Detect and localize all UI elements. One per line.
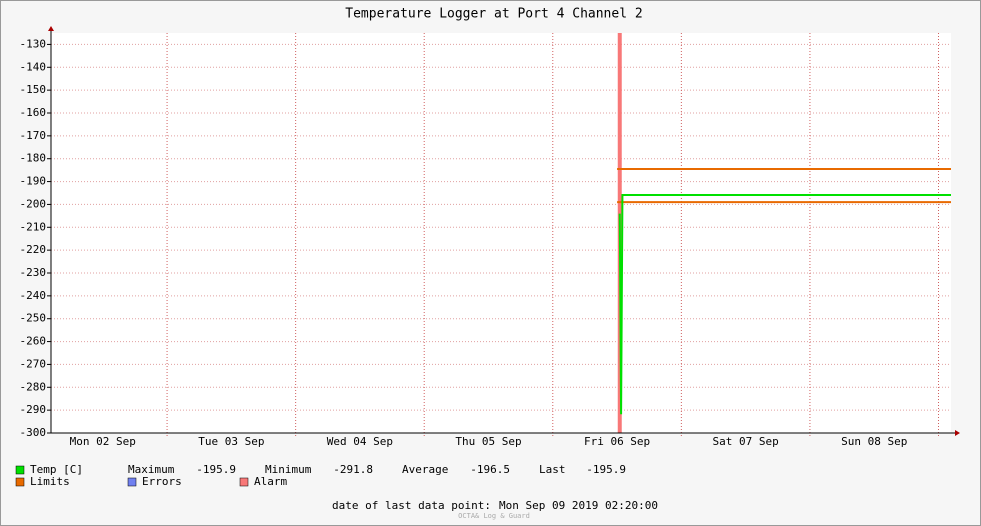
stat-value: -291.8 xyxy=(333,463,373,476)
y-tick-label: -180 xyxy=(20,152,47,165)
legend-label: Errors xyxy=(142,475,182,488)
y-tick-label: -190 xyxy=(20,175,47,188)
y-tick-label: -300 xyxy=(20,426,47,439)
y-tick-label: -240 xyxy=(20,289,47,302)
y-tick-label: -140 xyxy=(20,60,47,73)
chart-title: Temperature Logger at Port 4 Channel 2 xyxy=(345,7,642,22)
x-tick-label: Fri 06 Sep xyxy=(584,435,650,448)
stat-value: -196.5 xyxy=(470,463,510,476)
y-tick-label: -280 xyxy=(20,380,47,393)
legend-swatch xyxy=(239,477,249,487)
y-tick-label: -270 xyxy=(20,357,47,370)
axes: -130 -140 -150 -160 -170 -180 -190 -200 -210 -220… xyxy=(20,26,960,448)
legend-label: Temp [C] xyxy=(30,463,83,476)
stat-value: -195.9 xyxy=(196,463,236,476)
stat-label: Average xyxy=(402,463,448,476)
y-tick-label: -250 xyxy=(20,312,47,325)
y-tick-label: -230 xyxy=(20,266,47,279)
stat-label: Last xyxy=(539,463,566,476)
legend-swatch xyxy=(15,465,25,475)
y-tick-label: -130 xyxy=(20,37,47,50)
x-arrow xyxy=(955,430,960,436)
y-tick-label: -170 xyxy=(20,129,47,142)
x-tick-label: Wed 04 Sep xyxy=(327,435,393,448)
stat-value: -195.9 xyxy=(586,463,626,476)
y-tick-label: -200 xyxy=(20,197,47,210)
x-tick-label: Sat 07 Sep xyxy=(713,435,779,448)
y-tick-label: -220 xyxy=(20,243,47,256)
y-arrow xyxy=(48,26,54,31)
x-tick-label: Thu 05 Sep xyxy=(455,435,521,448)
stat-label: Maximum xyxy=(128,463,175,476)
x-tick-label: Sun 08 Sep xyxy=(841,435,907,448)
marks xyxy=(617,33,951,433)
footer-value: Mon Sep 09 2019 02:20:00 xyxy=(499,499,658,512)
watermark: OCTA& Log & Guard xyxy=(458,512,530,520)
x-tick-label: Tue 03 Sep xyxy=(198,435,264,448)
footer-label: date of last data point: xyxy=(332,499,491,512)
y-tick-label: -290 xyxy=(20,403,47,416)
x-tick-label: Mon 02 Sep xyxy=(70,435,136,448)
y-tick-label: -260 xyxy=(20,335,47,348)
y-tick-label: -210 xyxy=(20,220,47,233)
legend-label: Limits xyxy=(30,475,70,488)
stat-label: Minimum xyxy=(265,463,312,476)
series-line xyxy=(618,194,951,415)
legend: Temp [C]Limits Errors Alarm Maximum -195.9 Mi… xyxy=(15,463,626,488)
legend-swatch xyxy=(15,477,25,487)
legend-label: Alarm xyxy=(254,475,287,488)
legend-swatch xyxy=(127,477,137,487)
plot-area xyxy=(51,33,951,433)
y-tick-label: -150 xyxy=(20,83,47,96)
y-tick-label: -160 xyxy=(20,106,47,119)
